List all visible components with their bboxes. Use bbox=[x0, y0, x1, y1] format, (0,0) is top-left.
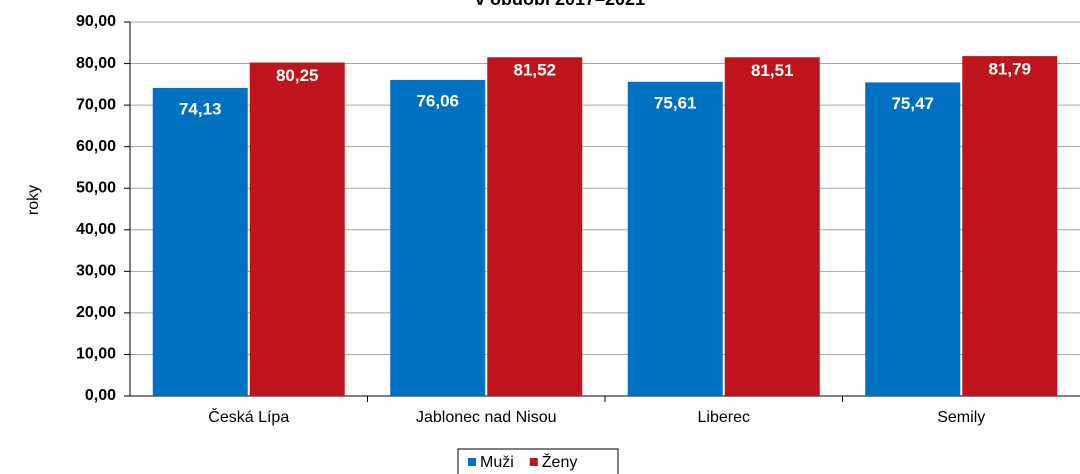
x-tick-label: Česká Lípa bbox=[208, 407, 289, 426]
legend-swatch bbox=[468, 458, 476, 466]
legend-label: Ženy bbox=[542, 452, 578, 471]
data-label: 75,61 bbox=[654, 93, 697, 112]
chart-title: v období 2017–2021 bbox=[475, 0, 645, 9]
data-label: 81,52 bbox=[513, 61, 556, 80]
legend-label: Muži bbox=[480, 454, 514, 471]
data-label: 75,47 bbox=[891, 94, 934, 113]
bar bbox=[627, 81, 723, 396]
bar bbox=[962, 56, 1058, 396]
bar bbox=[390, 79, 486, 397]
x-tick-label: Semily bbox=[937, 409, 985, 426]
bar bbox=[249, 62, 345, 397]
x-tick-label: Jablonec nad Nisou bbox=[416, 409, 557, 426]
y-tick-label: 20,00 bbox=[76, 304, 116, 321]
data-label: 81,79 bbox=[988, 60, 1031, 79]
y-tick-label: 10,00 bbox=[76, 346, 116, 363]
data-label: 76,06 bbox=[416, 91, 459, 110]
y-tick-label: 50,00 bbox=[76, 179, 116, 196]
data-label: 80,25 bbox=[276, 66, 319, 85]
y-tick-label: 40,00 bbox=[76, 221, 116, 238]
bar bbox=[724, 57, 820, 396]
legend-swatch bbox=[529, 458, 538, 466]
data-label: 74,13 bbox=[179, 99, 222, 118]
y-tick-label: 30,00 bbox=[76, 263, 116, 280]
y-tick-label: 60,00 bbox=[76, 138, 116, 155]
bar bbox=[152, 87, 248, 396]
bar bbox=[865, 82, 961, 396]
y-tick-label: 70,00 bbox=[76, 96, 116, 113]
x-tick-label: Liberec bbox=[698, 409, 750, 426]
bar bbox=[487, 57, 583, 397]
legend-box bbox=[457, 448, 619, 474]
y-tick-label: 0,00 bbox=[85, 387, 116, 404]
y-tick-label: 80,00 bbox=[76, 55, 116, 72]
data-label: 81,51 bbox=[751, 61, 794, 80]
y-axis-label: roky bbox=[25, 185, 42, 215]
y-tick-label: 90,00 bbox=[76, 13, 116, 30]
